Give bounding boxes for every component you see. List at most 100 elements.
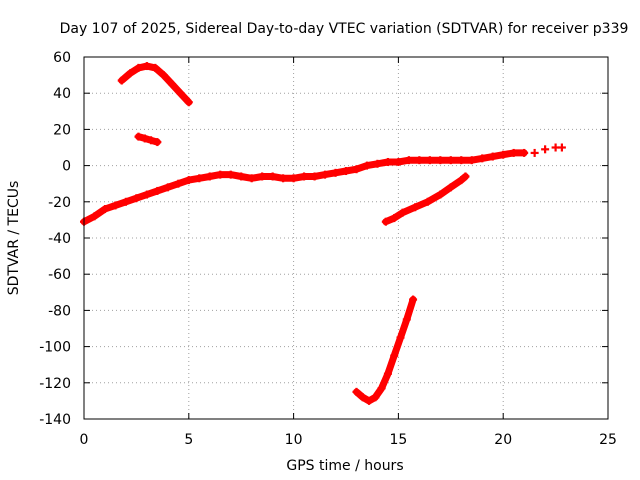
data-point xyxy=(321,170,330,179)
data-point xyxy=(377,384,386,393)
data-point xyxy=(205,172,214,181)
data-point xyxy=(557,143,566,152)
data-point xyxy=(530,148,539,157)
data-point xyxy=(279,174,288,183)
series-rising-segment xyxy=(381,172,470,226)
data-point xyxy=(184,176,193,185)
data-point xyxy=(402,315,411,324)
data-point xyxy=(140,134,149,143)
data-point xyxy=(258,172,267,181)
y-tick-label: 60 xyxy=(53,50,71,66)
series-trailing-points xyxy=(530,143,566,157)
series-line xyxy=(382,173,469,226)
data-point xyxy=(268,172,277,181)
data-point xyxy=(365,396,374,405)
data-point xyxy=(132,194,141,203)
data-point xyxy=(151,63,160,72)
data-point xyxy=(168,80,177,89)
data-point xyxy=(247,174,256,183)
series-main-track xyxy=(80,148,529,226)
data-point xyxy=(461,172,470,181)
data-point xyxy=(216,170,225,179)
data-point xyxy=(457,176,466,185)
data-point xyxy=(383,157,392,166)
data-point xyxy=(163,183,172,192)
x-tick-label: 5 xyxy=(184,432,193,448)
series-short-segment xyxy=(134,132,162,147)
data-point xyxy=(362,161,371,170)
data-series xyxy=(80,62,566,405)
y-tick-label: -20 xyxy=(48,195,71,211)
data-point xyxy=(176,89,185,98)
data-point xyxy=(184,98,193,107)
data-point xyxy=(499,150,508,159)
data-point xyxy=(390,214,399,223)
data-point xyxy=(352,387,361,396)
x-tick-label: 0 xyxy=(80,432,89,448)
y-tick-label: 20 xyxy=(53,122,71,138)
series-line xyxy=(353,296,417,405)
data-point xyxy=(394,157,403,166)
data-point xyxy=(352,165,361,174)
data-point xyxy=(121,197,130,206)
data-point xyxy=(142,190,151,199)
data-point xyxy=(520,148,529,157)
data-point xyxy=(126,69,135,78)
y-axis-ticks: -140 -120 -100 -80 -60 -40 -20 0 20 40 60 xyxy=(39,50,608,428)
x-tick-label: 25 xyxy=(599,432,617,448)
y-tick-label: 0 xyxy=(62,159,71,175)
y-tick-label: -140 xyxy=(39,412,71,428)
y-axis-title: SDTVAR / TECUs xyxy=(6,181,22,296)
data-point xyxy=(381,217,390,226)
data-point xyxy=(436,190,445,199)
data-point xyxy=(478,154,487,163)
grid-lines xyxy=(84,57,608,419)
data-point xyxy=(390,351,399,360)
y-tick-label: -100 xyxy=(39,340,71,356)
data-point xyxy=(446,183,455,192)
data-point xyxy=(331,168,340,177)
data-point xyxy=(383,369,392,378)
plot-frame xyxy=(83,56,609,420)
data-point xyxy=(237,172,246,181)
data-point xyxy=(111,201,120,210)
y-tick-label: -120 xyxy=(39,376,71,392)
data-point xyxy=(300,172,309,181)
data-point xyxy=(509,148,518,157)
chart-title: Day 107 of 2025, Sidereal Day-to-day VTE… xyxy=(60,21,629,37)
data-point xyxy=(398,208,407,217)
data-point xyxy=(310,172,319,181)
data-point xyxy=(425,156,434,165)
data-point xyxy=(117,76,126,85)
data-point xyxy=(289,174,298,183)
data-point xyxy=(488,152,497,161)
data-point xyxy=(90,212,99,221)
series-deep-dip xyxy=(352,295,418,405)
data-point xyxy=(436,156,445,165)
y-tick-label: 40 xyxy=(53,86,71,102)
data-point xyxy=(411,203,420,212)
data-point xyxy=(134,132,143,141)
data-point xyxy=(396,333,405,342)
x-tick-label: 20 xyxy=(494,432,512,448)
data-point xyxy=(153,186,162,195)
data-point xyxy=(373,159,382,168)
data-point xyxy=(226,170,235,179)
x-tick-label: 10 xyxy=(285,432,303,448)
data-point xyxy=(404,156,413,165)
data-point xyxy=(457,156,466,165)
data-point xyxy=(342,167,350,176)
data-point xyxy=(541,145,550,154)
data-point xyxy=(467,156,476,165)
data-point xyxy=(195,174,204,183)
data-point xyxy=(100,205,109,214)
data-point xyxy=(415,156,424,165)
x-axis-title: GPS time / hours xyxy=(286,458,403,474)
data-point xyxy=(159,71,168,80)
y-tick-label: -80 xyxy=(48,303,71,319)
data-point xyxy=(142,62,151,71)
data-point xyxy=(371,393,380,402)
series-line xyxy=(80,149,528,226)
data-point xyxy=(446,156,455,165)
